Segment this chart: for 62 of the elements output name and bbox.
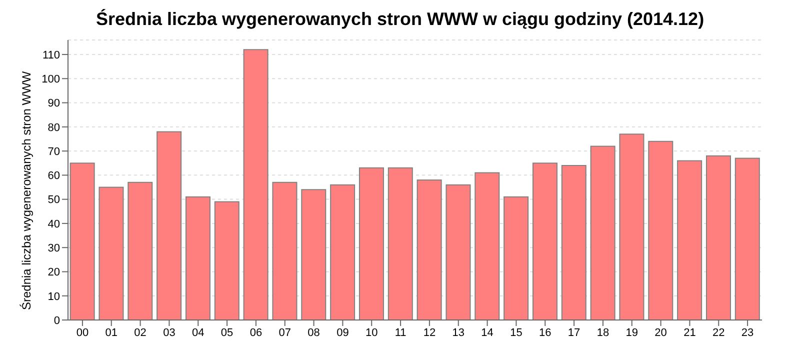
bar	[504, 196, 529, 320]
chart-title: Średnia liczba wygenerowanych stron WWW w ciągu godziny (2014.12)	[94, 8, 706, 31]
x-tick-label: 11	[394, 326, 406, 339]
bar	[677, 160, 702, 320]
bar	[446, 184, 471, 320]
x-tick-label: 08	[308, 326, 320, 339]
x-tick-label: 17	[568, 326, 580, 339]
bar	[561, 165, 586, 320]
y-tick-label: 20	[48, 266, 60, 279]
bar	[474, 172, 500, 320]
x-tick-label: 22	[712, 326, 725, 339]
bar	[272, 182, 298, 320]
y-tick-label: 30	[48, 242, 60, 254]
x-tick-label: 15	[510, 326, 522, 339]
x-tick-label: 07	[278, 326, 291, 339]
x-tick-label: 03	[163, 326, 176, 339]
bar	[98, 186, 124, 320]
y-tick-label: 100	[42, 74, 60, 86]
bar	[532, 162, 558, 320]
bar	[70, 162, 95, 320]
x-tick-label: 20	[654, 326, 667, 339]
x-tick-label: 14	[481, 326, 494, 339]
bar	[734, 158, 760, 320]
y-axis-title: Średnia liczba wygenerowanych stron WWW	[19, 70, 34, 310]
x-tick-label: 18	[596, 326, 610, 339]
y-tick-label: 80	[48, 122, 60, 134]
x-tick-label: 10	[366, 326, 378, 339]
y-tick-label: 70	[48, 146, 60, 158]
y-tick-label: 60	[48, 170, 60, 182]
bar	[648, 140, 674, 320]
x-tick-label: 00	[76, 326, 89, 339]
y-tick-label: 0	[54, 314, 60, 327]
y-tick-label: 50	[48, 194, 60, 206]
bar	[388, 167, 413, 320]
x-tick-label: 23	[741, 326, 754, 339]
bar	[301, 189, 326, 320]
y-tick-label: 10	[48, 290, 60, 303]
x-tick-label: 13	[452, 326, 464, 339]
x-tick-label: 09	[336, 326, 349, 339]
bar	[706, 155, 731, 320]
bar	[619, 134, 644, 320]
y-tick-label: 90	[48, 98, 60, 110]
bar	[185, 196, 210, 320]
x-tick-label: 04	[192, 326, 204, 339]
x-tick-label: 01	[105, 326, 118, 339]
bar	[330, 184, 356, 320]
x-tick-label: 12	[423, 326, 436, 339]
bar	[128, 182, 153, 320]
x-tick-label: 05	[220, 326, 234, 339]
bar	[243, 49, 268, 320]
y-tick-label: 40	[48, 218, 60, 230]
bar	[416, 180, 442, 320]
bar	[358, 167, 384, 320]
x-tick-label: 21	[684, 326, 696, 339]
bar	[590, 146, 616, 320]
x-tick-label: 16	[539, 326, 552, 339]
bar	[214, 201, 240, 320]
x-tick-label: 19	[626, 326, 638, 339]
x-tick-label: 02	[134, 326, 146, 339]
x-tick-label: 06	[250, 326, 262, 339]
bar	[156, 131, 182, 320]
y-tick-label: 110	[42, 49, 60, 62]
